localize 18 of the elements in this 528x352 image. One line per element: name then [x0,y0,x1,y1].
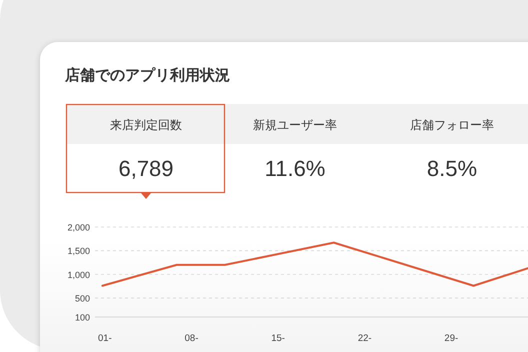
x-tick-label: 08- [184,333,198,344]
line-series [101,242,528,287]
category-label: 新規ユーザー率 [253,118,337,132]
text: 店舗でのアプリ利用状況 [64,66,230,84]
y-tick-label: 1,000 [67,270,90,280]
y-tick-label: 1,500 [67,246,90,256]
x-tick-label: 29- [444,333,458,344]
text: 11.6% [264,156,326,181]
x-tick-label: 22- [358,333,372,344]
text: 6,789 [118,156,174,181]
x-tick-label: 15- [271,333,285,344]
category-label: 店舗フォロー率 [410,118,494,132]
y-tick-label: 100 [74,312,90,322]
y-tick-label: 2,000 [67,222,90,232]
y-tick-label: 500 [74,294,90,304]
category-label: 来店判定回数 [110,118,182,132]
text: 8.5% [426,156,478,181]
x-tick-label: 01- [98,333,112,344]
